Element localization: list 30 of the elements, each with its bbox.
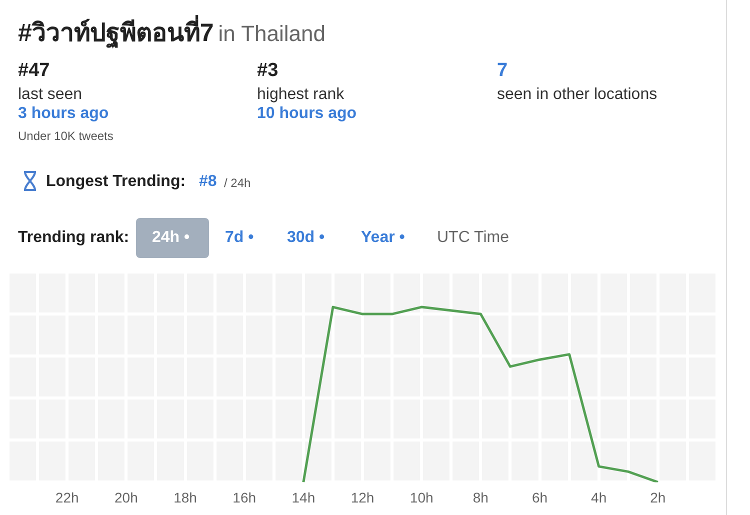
chart-subtitle: in Thailand bbox=[218, 21, 326, 46]
text: 10 hours ago bbox=[257, 105, 357, 123]
text: #3 bbox=[257, 60, 278, 82]
x-tick-label: 6h bbox=[532, 489, 548, 506]
text: 24h • bbox=[152, 229, 190, 247]
x-tick-label: 10h bbox=[410, 489, 434, 506]
text: last seen bbox=[18, 86, 82, 104]
x-tick-label: 8h bbox=[472, 489, 488, 506]
x-tick-label: 20h bbox=[114, 489, 138, 506]
text: #47 bbox=[18, 60, 50, 82]
x-tick-label: 14h bbox=[292, 489, 316, 506]
text: 7d • bbox=[225, 229, 254, 247]
x-tick-label: 16h bbox=[232, 489, 256, 506]
text: highest rank bbox=[257, 86, 344, 104]
text: Trending rank: bbox=[18, 229, 130, 247]
x-tick-label: 2h bbox=[650, 489, 666, 506]
x-tick-label: 22h bbox=[55, 489, 79, 506]
text: Year • bbox=[361, 229, 405, 247]
text: seen in other locations bbox=[497, 86, 658, 104]
text: Longest Trending: bbox=[46, 173, 186, 191]
text: UTC Time bbox=[437, 229, 509, 247]
text: 7 bbox=[497, 60, 508, 82]
text: 30d • bbox=[287, 229, 325, 247]
text: #8 bbox=[199, 173, 217, 191]
text: Under 10K tweets bbox=[18, 129, 114, 143]
x-tick-label: 12h bbox=[350, 489, 374, 506]
text: / 24h bbox=[224, 176, 251, 190]
x-tick-label: 18h bbox=[174, 489, 197, 506]
text: 3 hours ago bbox=[18, 105, 109, 123]
x-tick-label: 4h bbox=[591, 489, 607, 506]
